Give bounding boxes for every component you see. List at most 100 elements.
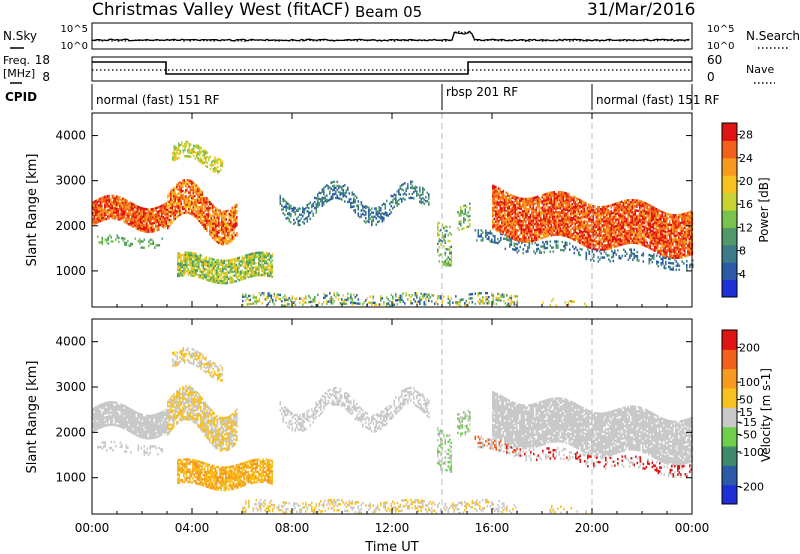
- scatter-cell: [123, 214, 126, 217]
- scatter-cell: [215, 207, 217, 210]
- scatter-cell: [185, 155, 188, 158]
- scatter-cell: [508, 225, 511, 228]
- scatter-cell: [586, 239, 589, 242]
- scatter-cell: [492, 209, 494, 212]
- scatter-cell: [189, 270, 191, 273]
- scatter-cell: [209, 231, 211, 234]
- scatter-cell: [321, 200, 324, 203]
- scatter-cell: [210, 206, 213, 210]
- scatter-cell: [498, 213, 500, 217]
- scatter-cell: [221, 222, 223, 225]
- scatter-cell: [458, 228, 461, 232]
- scatter-cell: [610, 246, 613, 250]
- scatter-cell: [544, 231, 547, 235]
- scatter-cell: [513, 237, 515, 241]
- scatter-cell: [102, 216, 105, 219]
- scatter-cell: [574, 204, 577, 207]
- scatter-cell: [184, 265, 187, 269]
- scatter-cell: [137, 219, 139, 223]
- scatter-cell: [618, 203, 620, 206]
- scatter-cell: [621, 233, 623, 236]
- scatter-cell: [181, 266, 184, 269]
- scatter-cell: [672, 248, 674, 251]
- scatter-cell: [132, 211, 135, 214]
- scatter-cell: [419, 186, 421, 189]
- scatter-cell: [233, 223, 235, 226]
- scatter-cell: [193, 264, 196, 267]
- scatter-cell: [565, 220, 568, 224]
- scatter-cell: [282, 200, 285, 203]
- scatter-cell: [173, 190, 175, 194]
- scatter-cell: [175, 148, 177, 151]
- scatter-cell: [247, 259, 250, 263]
- scatter-cell: [673, 238, 676, 241]
- scatter-cell: [565, 228, 568, 232]
- scatter-cell: [579, 217, 581, 220]
- scatter-cell: [550, 197, 553, 200]
- scatter-cell: [186, 265, 188, 269]
- scatter-cell: [576, 213, 578, 216]
- scatter-cell: [633, 213, 635, 216]
- scatter-cell: [187, 140, 189, 144]
- scatter-cell: [562, 195, 565, 198]
- scatter-cell: [636, 227, 638, 231]
- scatter-cell: [606, 243, 608, 247]
- scatter-cell: [573, 207, 575, 211]
- scatter-cell: [209, 229, 211, 232]
- scatter-cell: [180, 192, 183, 195]
- scatter-cell: [206, 217, 208, 220]
- scatter-cell: [389, 208, 391, 212]
- scatter-cell: [192, 187, 195, 190]
- scatter-cell: [516, 206, 518, 209]
- scatter-cell: [622, 212, 625, 215]
- scatter-cell: [252, 256, 254, 259]
- scatter-cell: [420, 193, 423, 196]
- scatter-cell: [261, 253, 263, 256]
- scatter-cell: [613, 237, 616, 241]
- scatter-cell: [174, 205, 177, 208]
- scatter-cell: [582, 237, 584, 240]
- scatter-cell: [270, 254, 272, 258]
- scatter-cell: [111, 202, 114, 206]
- scatter-cell: [637, 232, 640, 235]
- scatter-cell: [660, 210, 662, 213]
- scatter-cell: [222, 265, 224, 269]
- scatter-cell: [96, 207, 99, 210]
- scatter-cell: [213, 232, 216, 235]
- scatter-cell: [658, 239, 661, 243]
- scatter-cell: [508, 215, 511, 218]
- scatter-cell: [577, 216, 580, 219]
- scatter-cell: [167, 222, 169, 226]
- scatter-cell: [209, 207, 211, 210]
- scatter-cell: [571, 204, 574, 208]
- scatter-cell: [168, 206, 171, 210]
- nsky-series: [91, 30, 690, 42]
- scatter-cell: [168, 202, 171, 205]
- scatter-cell: [223, 261, 226, 265]
- scatter-cell: [592, 207, 595, 210]
- scatter-cell: [522, 220, 524, 223]
- scatter-cell: [615, 237, 617, 240]
- scatter-cell: [555, 215, 557, 218]
- scatter-cell: [259, 253, 262, 256]
- scatter-cell: [585, 220, 587, 223]
- scatter-cell: [636, 229, 638, 233]
- scatter-cell: [657, 249, 659, 252]
- scatter-cell: [604, 205, 607, 208]
- scatter-cell: [580, 203, 583, 207]
- scatter-cell: [588, 223, 590, 227]
- scatter-cell: [126, 205, 129, 209]
- scatter-cell: [184, 149, 186, 152]
- scatter-cell: [567, 225, 569, 228]
- scatter-cell: [204, 219, 207, 222]
- scatter-cell: [657, 229, 659, 232]
- scatter-cell: [194, 203, 196, 206]
- scatter-cell: [213, 276, 215, 279]
- scatter-cell: [321, 204, 324, 207]
- scatter-cell: [652, 232, 655, 235]
- scatter-cell: [162, 205, 165, 209]
- scatter-cell: [438, 254, 441, 257]
- scatter-cell: [200, 211, 202, 214]
- scatter-cell: [546, 229, 548, 232]
- scatter-cell: [515, 242, 517, 246]
